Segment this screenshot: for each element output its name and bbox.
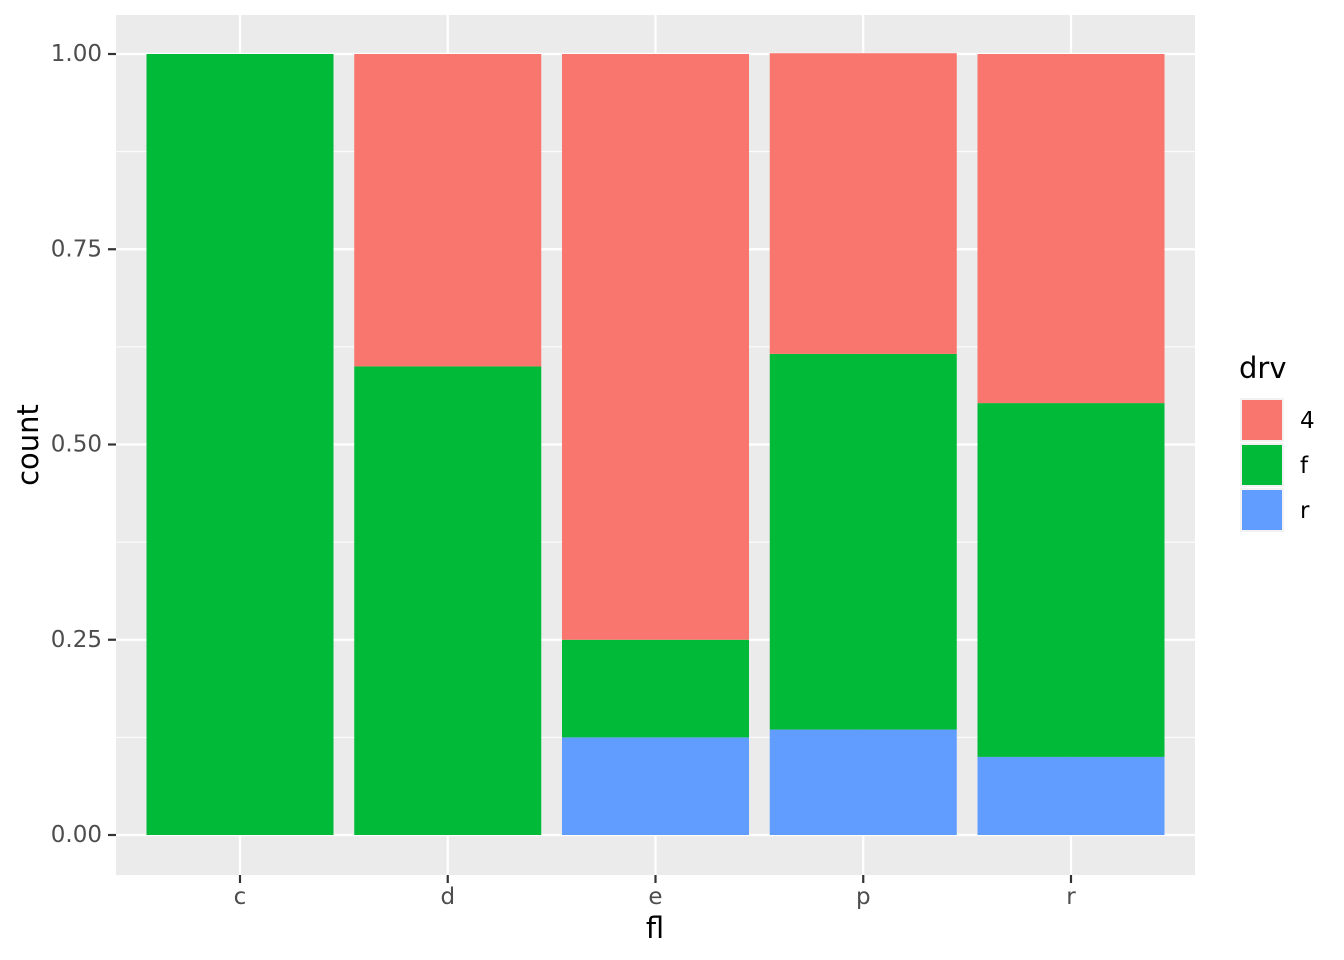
bar-r-r (977, 756, 1165, 835)
legend-label-4: 4 (1300, 408, 1315, 434)
bar-d-f (354, 366, 542, 835)
legend-title: drv (1239, 351, 1287, 385)
y-axis-title: count (11, 404, 45, 486)
y-tick-label: 0.00 (51, 822, 102, 848)
x-tick-label: c (234, 884, 247, 910)
legend-swatch-4 (1242, 400, 1282, 440)
y-tick-label: 0.25 (51, 627, 102, 653)
bar-r-4 (977, 54, 1165, 404)
bar-e-r (562, 737, 749, 835)
bar-c-f (146, 54, 334, 835)
bar-p-4 (769, 53, 957, 354)
x-tick-label: e (648, 884, 662, 910)
bar-e-f (562, 639, 749, 738)
x-tick-label: p (856, 884, 871, 910)
bars (146, 53, 1165, 835)
x-axis-title: fl (646, 911, 664, 945)
legend-label-f: f (1300, 453, 1309, 479)
bar-e-4 (562, 54, 749, 640)
y-tick-label: 1.00 (51, 41, 102, 67)
legend-label-r: r (1300, 498, 1310, 524)
legend-swatch-r (1242, 490, 1282, 530)
legend-swatch-f (1242, 445, 1282, 485)
x-tick-label: d (440, 884, 455, 910)
x-tick-label: r (1066, 884, 1076, 910)
bar-r-f (977, 403, 1165, 757)
bar-p-r (769, 729, 957, 835)
legend: drv 4 fr (1239, 351, 1315, 532)
bar-p-f (769, 353, 957, 730)
bar-d-4 (354, 54, 542, 367)
y-tick-label: 0.75 (51, 236, 102, 262)
y-tick-label: 0.50 (51, 432, 102, 458)
y-axis: 0.00 0.25 0.50 0.75 1.00 (51, 41, 116, 848)
